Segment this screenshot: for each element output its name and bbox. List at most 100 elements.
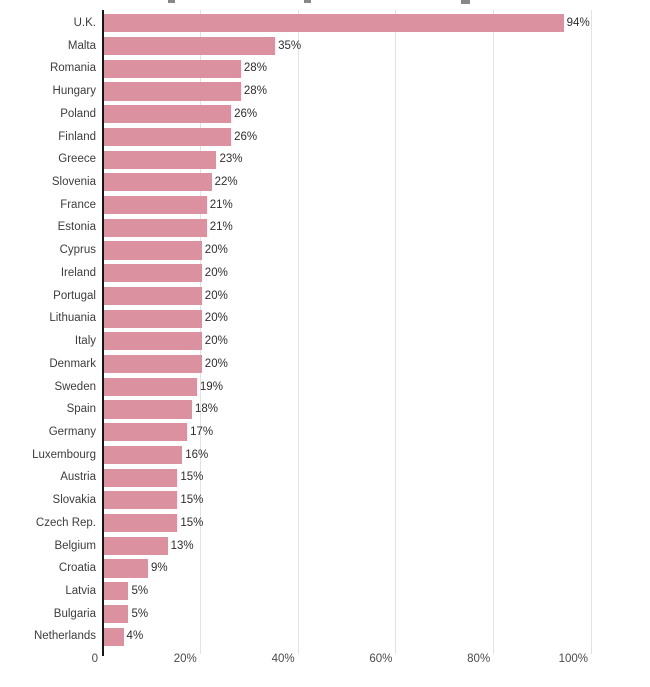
chart-row: Slovenia 22%	[0, 171, 650, 194]
chart-row: Hungary 28%	[0, 80, 650, 103]
value-label: 28%	[243, 62, 267, 75]
chart-row: U.K. 94%	[0, 12, 650, 35]
bar	[104, 36, 276, 56]
chart-row: Latvia 5%	[0, 580, 650, 603]
chart-row: Portugal 20%	[0, 285, 650, 308]
category-label: France	[60, 198, 96, 211]
bar	[104, 491, 178, 510]
chart-row: Sweden 19%	[0, 376, 650, 399]
category-label: Belgium	[54, 539, 96, 552]
category-label: Croatia	[58, 562, 96, 575]
category-label: Hungary	[52, 85, 96, 98]
bar	[104, 14, 564, 33]
category-label: Greece	[58, 153, 96, 166]
category-label: Sweden	[54, 380, 96, 393]
cropped-title-fragment	[168, 0, 175, 3]
value-label: 15%	[180, 471, 204, 484]
gridline	[591, 10, 592, 654]
chart-row: Malta 35%	[0, 35, 650, 58]
bar	[104, 332, 202, 351]
value-label: 15%	[180, 494, 204, 507]
chart-row: Netherlands 4%	[0, 625, 650, 648]
chart-row: Cyprus 20%	[0, 239, 650, 262]
bar	[104, 241, 202, 260]
category-label: Finland	[58, 130, 96, 143]
cropped-title-fragment	[304, 0, 311, 3]
value-label: 13%	[170, 539, 194, 552]
category-label: Czech Rep.	[35, 516, 96, 529]
chart-row: Romania 28%	[0, 57, 650, 80]
chart-row: Belgium 13%	[0, 535, 650, 558]
value-label: 17%	[190, 425, 214, 438]
value-label: 20%	[204, 266, 228, 279]
category-label: Germany	[48, 425, 96, 438]
value-label: 20%	[204, 289, 228, 302]
bar	[104, 105, 232, 124]
value-label: 4%	[126, 630, 144, 643]
value-label: 20%	[204, 357, 228, 370]
chart-row: Italy 20%	[0, 330, 650, 353]
category-label: Slovakia	[52, 494, 96, 507]
chart-row: Ireland 20%	[0, 262, 650, 285]
chart-row: Lithuania 20%	[0, 307, 650, 330]
value-label: 5%	[131, 585, 149, 597]
category-label: Bulgaria	[53, 607, 96, 620]
value-label: 20%	[204, 244, 228, 257]
chart-row: Estonia 21%	[0, 216, 650, 239]
chart-row: Czech Rep. 15%	[0, 512, 650, 535]
x-tick-label: 40%	[271, 653, 295, 665]
value-label: 21%	[209, 198, 233, 211]
gridline	[395, 10, 397, 654]
x-tick-label: 0	[91, 653, 98, 665]
bar	[104, 536, 168, 555]
x-tick-label: 100%	[558, 653, 588, 665]
value-label: 16%	[185, 448, 209, 461]
chart-row: Greece 23%	[0, 148, 650, 171]
bar	[104, 423, 188, 442]
chart-row: Slovakia 15%	[0, 489, 650, 512]
bar	[104, 604, 129, 624]
bar	[104, 309, 202, 328]
value-label: 15%	[180, 516, 204, 529]
chart-row: France 21%	[0, 194, 650, 217]
category-label: Lithuania	[49, 312, 96, 325]
chart-row: Bulgaria 5%	[0, 603, 650, 626]
bar	[104, 559, 148, 578]
category-label: Denmark	[49, 357, 96, 370]
value-label: 20%	[204, 312, 228, 325]
chart-row: Germany 17%	[0, 421, 650, 444]
chart-row: Austria 15%	[0, 466, 650, 489]
category-label: Ireland	[60, 266, 96, 279]
cropped-title-fragment	[461, 0, 470, 4]
value-label: 26%	[234, 107, 258, 120]
value-label: 18%	[195, 403, 219, 416]
value-label: 22%	[214, 176, 238, 189]
category-label: Estonia	[57, 221, 96, 234]
bar	[104, 582, 129, 601]
value-label: 5%	[131, 607, 149, 620]
x-tick-label: 80%	[467, 653, 491, 665]
bar	[104, 377, 197, 396]
category-label: U.K.	[73, 17, 96, 29]
bar	[104, 150, 217, 169]
bar	[104, 264, 202, 283]
category-label: Italy	[74, 335, 96, 348]
bar	[104, 468, 178, 487]
bar	[104, 286, 202, 305]
value-label: 35%	[278, 39, 302, 52]
bar	[104, 173, 212, 192]
bar	[104, 400, 193, 419]
bar	[104, 514, 178, 533]
category-label: Cyprus	[59, 244, 96, 257]
chart-row: Finland 26%	[0, 126, 650, 149]
category-label: Latvia	[65, 585, 96, 597]
value-label: 26%	[234, 130, 258, 143]
bar	[104, 127, 232, 146]
category-label: Malta	[67, 39, 96, 52]
category-label: Luxembourg	[32, 448, 96, 461]
value-label: 20%	[204, 335, 228, 348]
chart-row: Poland 26%	[0, 103, 650, 126]
category-label: Spain	[66, 403, 96, 416]
x-tick-label: 60%	[369, 653, 393, 665]
bar	[104, 354, 202, 374]
